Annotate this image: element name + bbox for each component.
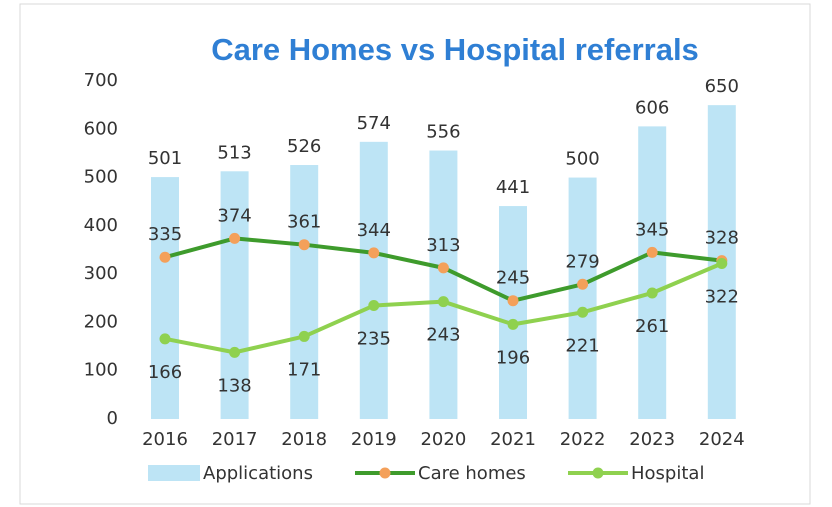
marker — [507, 295, 519, 307]
data-label: 196 — [496, 347, 530, 368]
y-tick-label: 300 — [84, 263, 118, 284]
legend-label: Applications — [203, 463, 313, 484]
marker — [507, 318, 519, 330]
x-tick-label: 2018 — [281, 429, 327, 450]
legend-swatch — [148, 465, 200, 481]
marker — [577, 306, 589, 318]
data-label: 245 — [496, 268, 530, 289]
y-tick-label: 700 — [84, 70, 118, 91]
x-tick-label: 2023 — [629, 429, 675, 450]
data-label: 556 — [426, 122, 460, 143]
data-label: 166 — [148, 362, 182, 383]
bar — [568, 177, 597, 419]
y-tick-label: 600 — [84, 118, 118, 139]
y-tick-label: 500 — [84, 167, 118, 188]
x-tick-label: 2024 — [699, 429, 745, 450]
data-label: 374 — [217, 205, 251, 226]
marker — [298, 239, 310, 251]
marker — [437, 262, 449, 274]
marker — [716, 258, 728, 270]
x-tick-label: 2016 — [142, 429, 188, 450]
data-label: 235 — [357, 329, 391, 350]
y-tick-label: 100 — [84, 360, 118, 381]
legend-label: Care homes — [418, 463, 526, 484]
bar — [429, 150, 458, 419]
marker — [298, 330, 310, 342]
bar — [638, 126, 667, 419]
marker — [437, 296, 449, 308]
marker — [229, 232, 241, 244]
bar — [220, 171, 249, 419]
x-tick-label: 2022 — [560, 429, 606, 450]
data-label: 606 — [635, 97, 669, 118]
legend-marker — [379, 467, 391, 479]
legend-marker — [592, 467, 604, 479]
bar — [359, 141, 388, 419]
data-label: 322 — [705, 287, 739, 308]
x-tick-label: 2017 — [212, 429, 258, 450]
data-label: 345 — [635, 219, 669, 240]
marker — [159, 333, 171, 345]
data-label: 221 — [565, 335, 599, 356]
data-label: 500 — [565, 149, 599, 170]
marker — [159, 251, 171, 263]
data-label: 328 — [705, 228, 739, 249]
y-tick-label: 200 — [84, 311, 118, 332]
data-label: 361 — [287, 212, 321, 233]
data-label: 501 — [148, 148, 182, 169]
data-label: 513 — [217, 142, 251, 163]
data-label: 261 — [635, 316, 669, 337]
x-tick-label: 2021 — [490, 429, 536, 450]
x-tick-label: 2019 — [351, 429, 397, 450]
marker — [577, 278, 589, 290]
chart-frame — [19, 3, 811, 505]
data-label: 313 — [426, 235, 460, 256]
data-label: 441 — [496, 177, 530, 198]
marker — [368, 300, 380, 312]
bar — [151, 177, 179, 419]
x-tick-label: 2020 — [420, 429, 466, 450]
marker — [646, 287, 658, 299]
legend-label: Hospital — [631, 463, 704, 484]
marker — [229, 346, 241, 358]
data-label: 574 — [357, 113, 391, 134]
data-label: 335 — [148, 224, 182, 245]
data-label: 279 — [565, 251, 599, 272]
data-label: 344 — [357, 220, 391, 241]
data-label: 171 — [287, 359, 321, 380]
bar — [290, 165, 319, 419]
data-label: 138 — [217, 375, 251, 396]
marker — [368, 247, 380, 259]
data-label: 526 — [287, 136, 321, 157]
y-tick-label: 400 — [84, 215, 118, 236]
y-tick-label: 0 — [107, 408, 118, 429]
chart-title: Care Homes vs Hospital referrals — [211, 32, 699, 67]
data-label: 243 — [426, 325, 460, 346]
bar — [499, 206, 527, 419]
data-label: 650 — [705, 76, 739, 97]
marker — [646, 246, 658, 258]
